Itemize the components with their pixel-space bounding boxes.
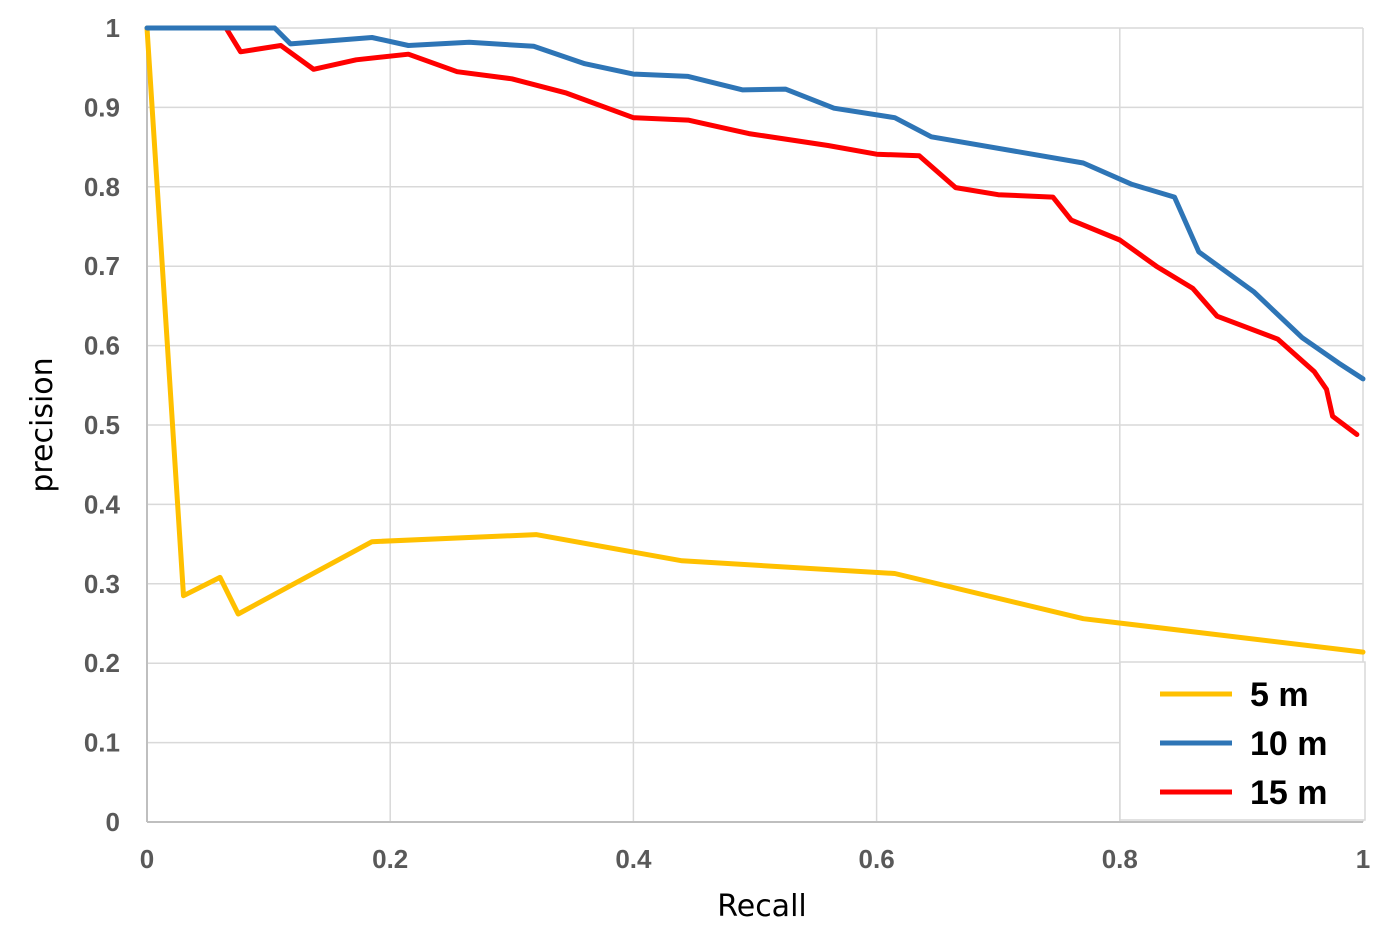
x-axis-title: Recall xyxy=(717,889,807,924)
y-tick-label: 0.1 xyxy=(84,728,120,758)
y-tick-label: 0 xyxy=(106,807,120,837)
series-line-10m xyxy=(144,25,1366,382)
y-tick-label: 0.5 xyxy=(84,410,120,440)
tick-labels: 0 0.1 0.2 0.3 0.4 0.5 0.6 0.7 0.8 0.9 1 0 0.2 0.4 0.6 0… xyxy=(84,13,1370,874)
y-tick-label: 0.7 xyxy=(84,251,120,281)
y-tick-label: 0.9 xyxy=(84,92,120,122)
legend: 5 m 10 m 15 m xyxy=(1119,661,1366,821)
x-tick-label: 0.2 xyxy=(372,844,408,874)
x-tick-label: 1 xyxy=(1356,844,1370,874)
y-tick-label: 0.6 xyxy=(84,331,120,361)
series-lines xyxy=(144,25,1366,655)
y-tick-label: 0.4 xyxy=(84,489,121,519)
legend-label: 5 m xyxy=(1250,676,1309,714)
x-tick-label: 0 xyxy=(140,844,154,874)
y-tick-label: 0.8 xyxy=(84,172,120,202)
legend-label: 15 m xyxy=(1250,774,1328,812)
y-tick-label: 0.2 xyxy=(84,648,120,678)
series-line-5m xyxy=(144,25,1366,655)
legend-box xyxy=(1119,661,1366,821)
x-tick-label: 0.4 xyxy=(615,844,652,874)
y-axis-title: precision xyxy=(25,357,60,492)
axes xyxy=(146,28,1363,823)
series-line-15m xyxy=(223,25,1360,437)
legend-label: 10 m xyxy=(1250,725,1328,763)
x-tick-label: 0.6 xyxy=(859,844,895,874)
y-tick-label: 0.3 xyxy=(84,569,120,599)
x-tick-label: 0.8 xyxy=(1102,844,1138,874)
y-tick-label: 1 xyxy=(106,13,120,43)
